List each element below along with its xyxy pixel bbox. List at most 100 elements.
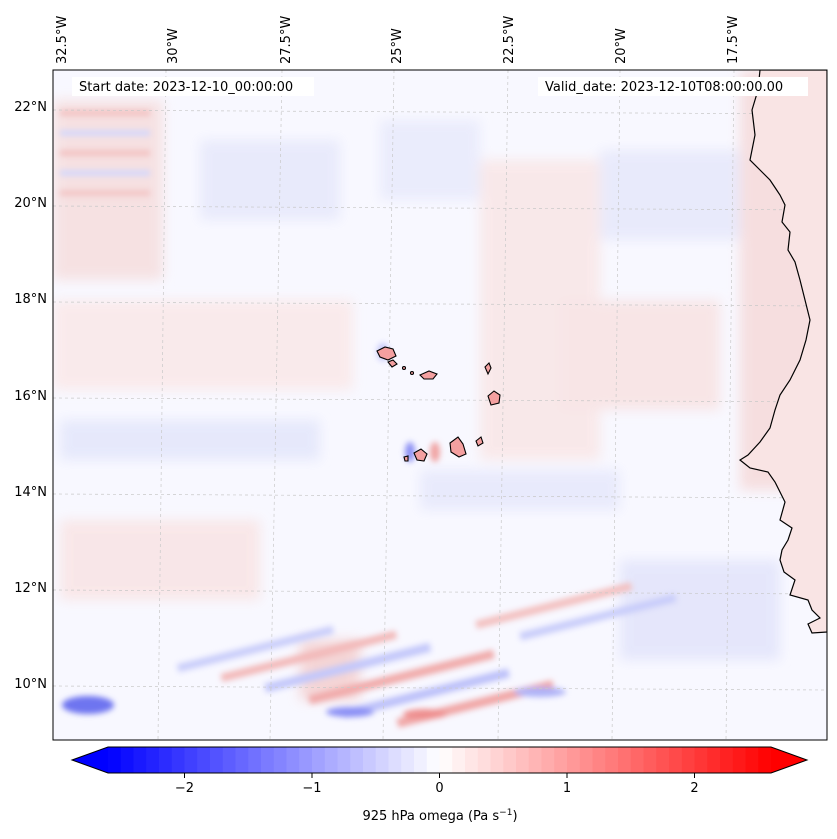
islands	[376, 346, 501, 462]
lat-label: 12°N	[14, 581, 47, 596]
meridian-line	[611, 70, 621, 740]
lon-label: 22.5°W	[502, 16, 517, 64]
colorbar-cell	[159, 747, 173, 773]
colorbar-cell	[235, 747, 249, 773]
colorbar-cell	[286, 747, 300, 773]
colorbar-cell	[490, 747, 504, 773]
colorbar-cell	[108, 747, 122, 773]
colorbar-cell	[337, 747, 351, 773]
colorbar-cell	[541, 747, 555, 773]
colorbar-cell	[171, 747, 186, 773]
colorbar-cell	[210, 747, 224, 773]
colorbar-cell	[554, 747, 568, 773]
colorbar-cell	[426, 747, 441, 773]
lat-label: 16°N	[14, 389, 47, 404]
colorbar-cell	[477, 747, 492, 773]
meridian-line	[53, 70, 54, 104]
colorbar-cell	[401, 747, 415, 773]
map-panel: Start date: 2023-12-10_00:00:00 Valid_da…	[52, 69, 828, 741]
colorbar-label-sup: −1	[499, 808, 512, 818]
colorbar-cell	[745, 747, 759, 773]
island	[449, 436, 467, 458]
map-frame	[52, 69, 828, 741]
colorbar-cell	[669, 747, 683, 773]
colorbar-tick-label: 1	[563, 781, 571, 796]
colorbar-cell	[312, 747, 326, 773]
africa-land	[738, 70, 827, 634]
colorbar-cell	[618, 747, 632, 773]
island	[401, 365, 407, 371]
colorbar-tick-label: 2	[690, 781, 698, 796]
colorbar-cell	[324, 747, 339, 773]
colorbar-cells	[108, 747, 772, 773]
island	[413, 448, 428, 462]
colorbar-cell	[592, 747, 606, 773]
colorbar-cell	[299, 747, 313, 773]
colorbar-label: 925 hPa omega (Pa s−1)	[362, 808, 517, 824]
island	[475, 436, 484, 447]
colorbar-cell	[630, 747, 645, 773]
meridian-line	[382, 70, 395, 740]
colorbar-cell	[567, 747, 581, 773]
lat-label: 20°N	[14, 196, 47, 211]
colorbar-cell	[133, 747, 147, 773]
colorbar-cell	[146, 747, 160, 773]
start-date-label: Start date: 2023-12-10_00:00:00	[79, 80, 293, 95]
lat-label: 22°N	[14, 100, 47, 115]
colorbar-cell	[261, 747, 275, 773]
colorbar-cell	[707, 747, 721, 773]
lat-label: 10°N	[14, 677, 47, 692]
colorbar-cell	[197, 747, 211, 773]
colorbar-cell	[375, 747, 390, 773]
colorbar-cell	[388, 747, 402, 773]
valid-date-box	[538, 77, 808, 96]
colorbar-tick-label: −2	[175, 781, 194, 796]
colorbar-cell	[439, 747, 453, 773]
colorbar-cell	[350, 747, 364, 773]
colorbar-cell	[503, 747, 517, 773]
graticule	[53, 70, 827, 740]
colorbar-cell	[720, 747, 734, 773]
colorbar-cell	[363, 747, 377, 773]
colorbar-cell	[694, 747, 708, 773]
colorbar-label-text: 925 hPa omega (Pa s	[362, 809, 499, 824]
colorbar-cell	[452, 747, 466, 773]
colorbar-cell	[465, 747, 479, 773]
island	[409, 370, 415, 376]
colorbar-cell	[528, 747, 543, 773]
lon-label: 30°W	[166, 28, 181, 64]
colorbar-cell	[758, 747, 772, 773]
island	[487, 390, 501, 406]
colorbar-tick-label: −1	[302, 781, 321, 796]
colorbar-cell	[732, 747, 747, 773]
coastline	[738, 70, 827, 634]
colorbar-cell	[643, 747, 657, 773]
lon-label: 17.5°W	[726, 16, 741, 64]
meridian-line	[269, 70, 283, 740]
lat-label: 18°N	[14, 292, 47, 307]
colorbar-cell	[222, 747, 237, 773]
lon-label: 25°W	[390, 28, 405, 64]
island	[403, 455, 409, 462]
colorbar-outline	[70, 746, 809, 774]
lon-label: 32.5°W	[55, 16, 70, 64]
lon-label: 20°W	[614, 28, 629, 64]
colorbar-cell	[414, 747, 428, 773]
colorbar-cell	[273, 747, 288, 773]
colorbar-cell	[120, 747, 135, 773]
island	[419, 370, 438, 380]
lon-label: 27.5°W	[279, 16, 294, 64]
valid-date-label: Valid_date: 2023-12-10T08:00:00.00	[545, 80, 783, 95]
colorbar-cell	[516, 747, 530, 773]
colorbar-extend-left	[72, 747, 108, 773]
colorbar-cell	[184, 747, 198, 773]
meridian-line	[157, 70, 167, 740]
colorbar-tick-label: 0	[435, 781, 443, 796]
longitude-labels: 32.5°W 30°W 27.5°W 25°W 22.5°W 20°W 17.5…	[55, 16, 741, 64]
island	[484, 362, 492, 376]
colorbar-cell	[605, 747, 619, 773]
latitude-labels: 22°N 20°N 18°N 16°N 14°N 12°N 10°N	[14, 100, 47, 692]
meridian-line	[497, 70, 509, 740]
colorbar-ticks: −2 −1 0 1 2	[175, 773, 699, 796]
colorbar-cell	[656, 747, 670, 773]
